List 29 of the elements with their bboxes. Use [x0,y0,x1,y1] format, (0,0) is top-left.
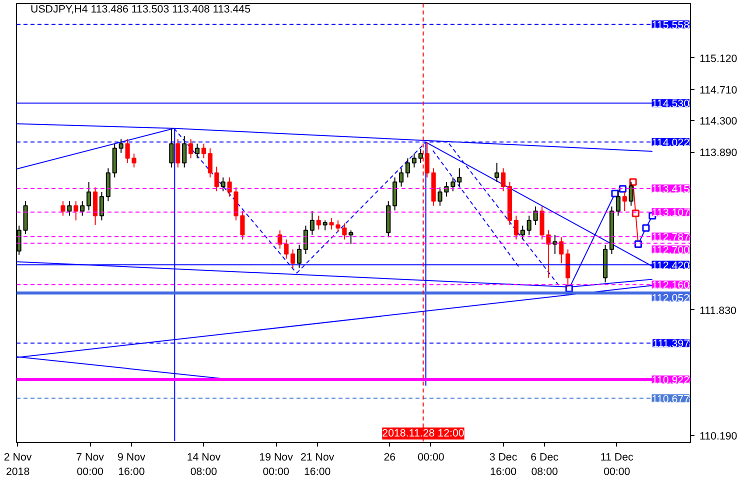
y-tick-label: 110.190 [700,430,738,443]
x-tick-label: 19 Nov 00:00 [259,452,294,478]
chart-title: USDJPY,H4 113.486 113.503 113.408 113.445 [30,4,251,16]
x-tick-label: 7 Nov 00:00 [76,452,105,478]
x-tick-label: 9 Nov 16:00 [117,452,146,478]
ref-line-label: 114.022 [652,137,690,150]
ref-line-label: 112.700 [652,244,690,257]
y-tick-label: 115.120 [700,52,738,65]
ref-line-label: 113.415 [652,184,690,196]
ref-line-label: 113.107 [652,207,690,220]
x-tick-label: 26 [384,452,396,464]
ref-line-label: 114.530 [652,98,690,110]
ref-line-label: 112.052 [652,292,690,305]
ref-line-label: 110.922 [652,374,690,387]
y-tick-label: 114.300 [700,116,738,128]
ref-line-label: 2018.11.28 12:00 [382,428,464,440]
x-tick-label: 21 Nov 16:00 [300,452,335,478]
x-tick-label: 14 Nov 08:00 [186,452,222,478]
x-tick-label: 11 Dec 00:00 [600,452,634,478]
x-tick-label: 00:00 [418,452,444,464]
x-tick-label: 6 Dec 08:00 [530,452,560,478]
ref-line-label: 110.677 [652,393,690,406]
ref-line-label: 115.558 [652,19,690,32]
y-tick-label: 111.830 [700,304,737,317]
ref-line-label: 112.420 [652,260,690,272]
x-tick-label: 2 Nov 2018 [4,452,32,478]
y-tick-label: 113.890 [700,147,738,160]
x-tick-label: 3 Dec 16:00 [489,452,518,478]
y-tick-label: 114.710 [700,84,738,96]
